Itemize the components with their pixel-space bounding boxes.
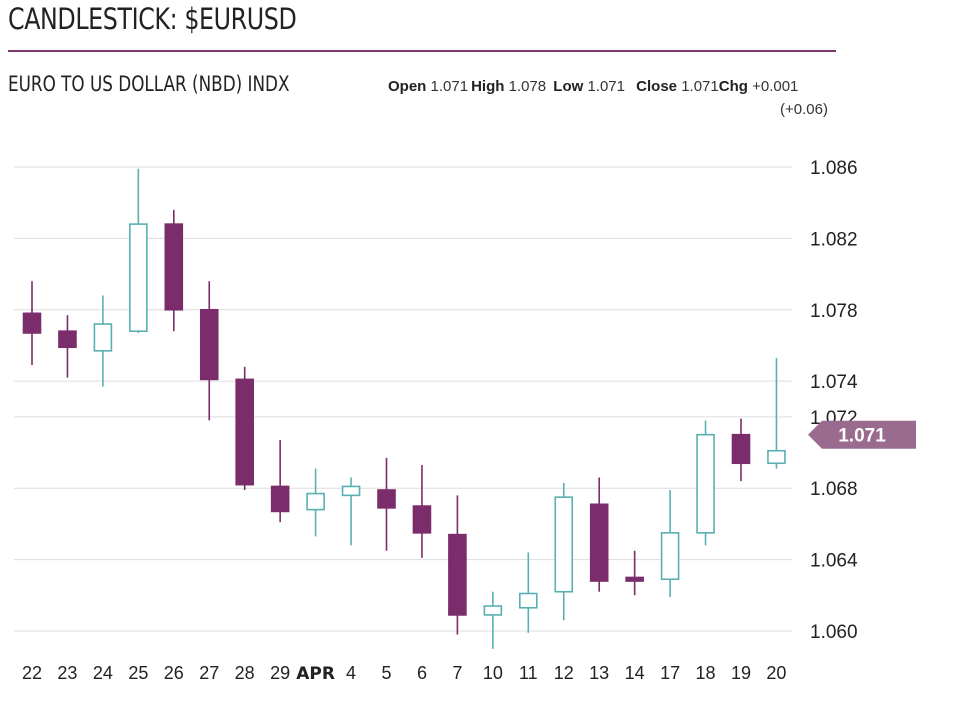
low-value: 1.071 (587, 78, 625, 95)
change-percent: (+0.06) (780, 101, 828, 118)
candle-body (129, 223, 148, 332)
candle-body (377, 489, 396, 509)
candle-body (22, 312, 42, 334)
open-value: 1.071 (430, 78, 469, 95)
candle-body (696, 433, 715, 534)
y-tick-label: 1.086 (810, 158, 858, 179)
ohlc-readout: Open 1.071 High 1.078 Low 1.071 Close 1.0… (388, 78, 798, 95)
close-value: 1.071 (681, 78, 719, 95)
y-tick-label: 1.060 (810, 622, 858, 643)
high-value: 1.078 (508, 78, 547, 95)
x-tick-label: 17 (660, 663, 680, 683)
candle-body (341, 485, 361, 497)
chart-title: CANDLESTICK: $EURUSD (8, 2, 297, 36)
change-value: +0.001 (752, 78, 799, 95)
x-tick-label: 24 (93, 663, 113, 683)
candle-body (448, 533, 467, 616)
last-price-label: 1.071 (838, 426, 886, 447)
candle-body (270, 485, 290, 513)
candle-body (767, 449, 786, 465)
x-tick-label: 22 (22, 663, 42, 683)
x-tick-label: 29 (270, 663, 290, 683)
instrument-name: EURO TO US DOLLAR (NBD) INDX (8, 72, 290, 96)
close-label: Close (636, 78, 678, 95)
change-label: Chg (718, 78, 748, 95)
candle-body (589, 503, 609, 582)
x-tick-label: 13 (589, 663, 609, 683)
title-divider (8, 50, 836, 52)
last-price-marker (808, 420, 916, 449)
candle-body (731, 433, 751, 465)
x-tick-label: 11 (519, 663, 538, 683)
candle-body (412, 505, 432, 534)
candle-body (93, 323, 113, 352)
candle-body (625, 576, 644, 582)
candle-body (235, 378, 254, 486)
y-tick-label: 1.074 (810, 372, 858, 393)
x-tick-label: 19 (731, 663, 751, 683)
x-tick-label: 4 (346, 663, 356, 683)
x-tick-label: APR (296, 664, 335, 684)
x-tick-label: 26 (164, 663, 184, 683)
candle-body (164, 223, 184, 311)
candle-body (199, 308, 219, 381)
x-tick-label: 5 (381, 663, 391, 683)
candle-body (58, 330, 77, 349)
candle-body (660, 532, 680, 581)
low-label: Low (553, 78, 584, 95)
x-tick-label: 12 (554, 663, 574, 683)
candle-body (306, 492, 325, 511)
x-tick-label: 18 (696, 663, 716, 683)
x-tick-label: 28 (235, 663, 255, 683)
y-tick-label: 1.078 (810, 301, 858, 322)
candle-body (554, 496, 574, 593)
y-tick-label: 1.064 (810, 551, 858, 572)
x-tick-label: 25 (128, 663, 148, 683)
x-tick-label: 6 (417, 663, 427, 683)
x-tick-label: 20 (766, 663, 786, 683)
candle-body (483, 605, 503, 616)
x-tick-label: 7 (452, 663, 462, 683)
y-tick-label: 1.068 (810, 479, 858, 500)
x-tick-label: 27 (199, 663, 219, 683)
open-label: Open (388, 78, 427, 95)
candle-body (518, 592, 538, 609)
y-tick-label: 1.082 (810, 229, 858, 250)
x-tick-label: 23 (57, 663, 77, 683)
x-tick-label: 10 (483, 663, 503, 683)
x-tick-label: 14 (625, 663, 645, 683)
high-label: High (471, 78, 505, 95)
